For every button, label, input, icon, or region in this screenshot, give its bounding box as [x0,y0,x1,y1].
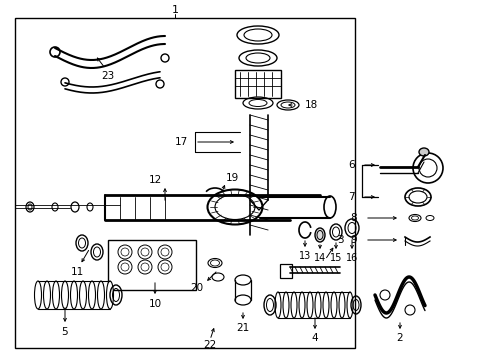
Bar [15,18,354,348]
Text: 15: 15 [329,253,342,263]
Text: 12: 12 [148,175,162,185]
Text: 1: 1 [171,5,178,15]
Text: 4: 4 [311,333,318,343]
Circle shape [412,153,442,183]
Ellipse shape [43,281,50,309]
Ellipse shape [346,292,352,318]
Text: 7: 7 [347,192,354,202]
Text: 16: 16 [345,253,357,263]
Ellipse shape [207,189,262,225]
Ellipse shape [404,188,430,206]
Ellipse shape [330,292,336,318]
Text: 18: 18 [305,100,318,110]
Ellipse shape [106,281,113,309]
Text: 11: 11 [70,267,83,277]
Ellipse shape [88,281,95,309]
Text: 9: 9 [350,235,356,245]
Text: 19: 19 [225,173,238,183]
Ellipse shape [418,148,428,156]
Text: 13: 13 [298,251,310,261]
Ellipse shape [338,292,345,318]
Ellipse shape [97,281,104,309]
Ellipse shape [323,292,328,318]
Ellipse shape [52,281,60,309]
Ellipse shape [306,292,312,318]
Text: 2: 2 [396,333,403,343]
Text: 6: 6 [347,160,354,170]
Bar [280,264,291,278]
Ellipse shape [298,292,305,318]
Text: 14: 14 [313,253,325,263]
Ellipse shape [314,292,320,318]
Bar [108,240,196,290]
Bar [235,70,281,98]
Ellipse shape [324,196,335,218]
Ellipse shape [290,292,296,318]
Ellipse shape [80,281,86,309]
Text: 21: 21 [236,323,249,333]
Text: 10: 10 [148,299,161,309]
Text: 20: 20 [190,283,203,293]
Ellipse shape [314,228,325,242]
Text: 5: 5 [61,327,68,337]
Text: 17: 17 [174,137,187,147]
Ellipse shape [61,281,68,309]
Ellipse shape [274,292,281,318]
Text: 8: 8 [350,213,356,223]
Text: 3: 3 [336,235,343,245]
Ellipse shape [35,281,41,309]
Ellipse shape [283,292,288,318]
Text: 23: 23 [101,71,114,81]
Text: 22: 22 [203,340,216,350]
Ellipse shape [70,281,77,309]
